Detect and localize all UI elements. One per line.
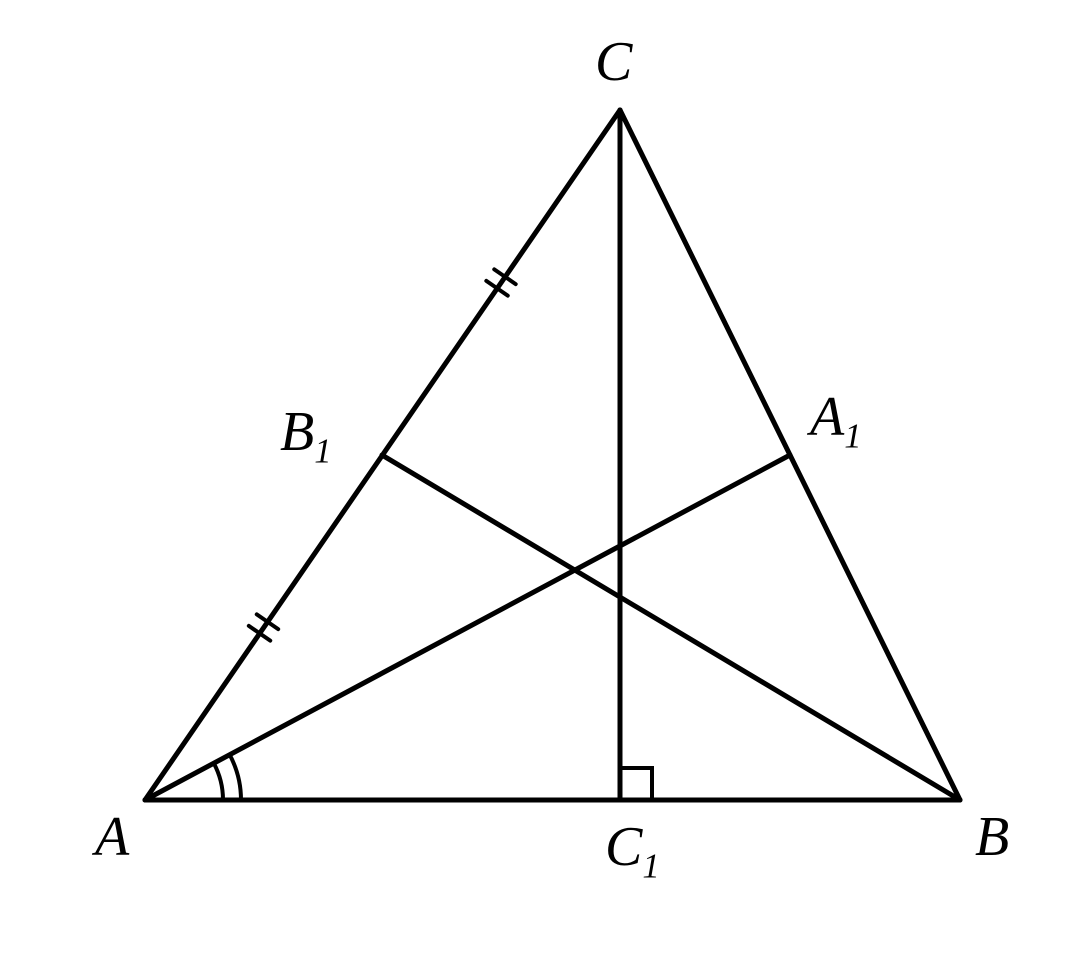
right-angle-marker: [620, 768, 652, 800]
angle-arc: [214, 763, 223, 800]
triangle-diagram: A B C A1 B1 C1: [0, 0, 1080, 961]
tick-mark: [257, 614, 278, 629]
label-c1: C1: [605, 816, 660, 885]
tick-mark: [494, 269, 515, 284]
tick-mark: [486, 281, 507, 296]
label-a1: A1: [806, 386, 862, 455]
angle-arc: [230, 755, 241, 800]
tick-mark: [249, 626, 270, 641]
label-b1: B1: [280, 401, 332, 470]
label-a: A: [91, 806, 130, 868]
label-c: C: [595, 31, 633, 93]
label-b: B: [975, 806, 1009, 868]
